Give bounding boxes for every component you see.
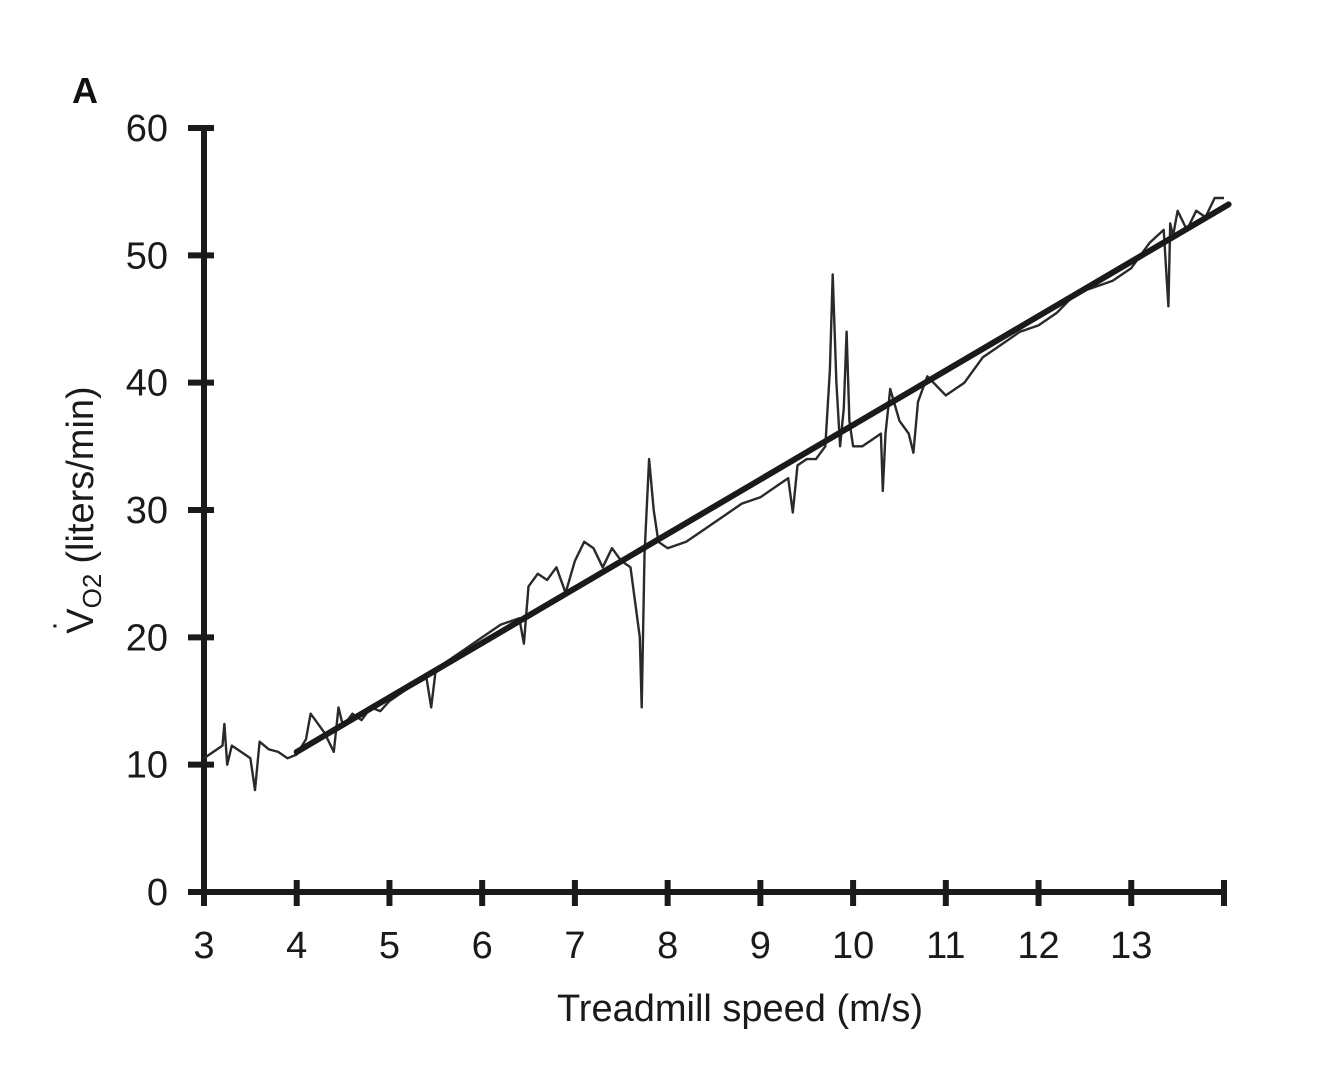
panel-label: A — [72, 70, 98, 111]
x-tick-label-6: 6 — [472, 925, 493, 967]
data-series — [203, 196, 1232, 792]
y-axis-dot: · — [37, 621, 70, 631]
y-axis-subscript: O2 — [77, 574, 107, 609]
x-tick-label-3: 3 — [193, 925, 214, 967]
x-tick-label-12: 12 — [1017, 925, 1059, 967]
y-axis-title: VO2 (liters/min) · — [37, 386, 107, 633]
y-axis-symbol: V — [60, 608, 102, 634]
svg-text:VO2(liters/min): VO2 (liters/min) — [60, 386, 107, 633]
x-tick-label-13: 13 — [1110, 925, 1152, 967]
y-tick-label-10: 10 — [126, 745, 168, 787]
x-axis-ticks: 3 4 5 6 7 8 9 10 11 12 13 — [193, 880, 1152, 967]
x-tick-label-10: 10 — [832, 925, 874, 967]
fit-line — [293, 201, 1232, 755]
y-tick-label-50: 50 — [126, 235, 168, 277]
measured-line — [203, 196, 1224, 792]
y-tick-label-40: 40 — [126, 363, 168, 405]
x-axis-title: Treadmill speed (m/s) — [557, 988, 923, 1030]
x-tick-label-7: 7 — [564, 925, 585, 967]
x-tick-label-8: 8 — [657, 925, 678, 967]
axes — [201, 125, 1227, 906]
y-tick-label-20: 20 — [126, 617, 168, 659]
y-tick-label-0: 0 — [147, 872, 168, 914]
y-axis-units: (liters/min) — [60, 386, 102, 563]
x-tick-label-11: 11 — [926, 925, 965, 967]
y-axis-ticks: 0 10 20 30 40 50 60 — [126, 108, 214, 914]
x-tick-label-9: 9 — [750, 925, 771, 967]
x-tick-label-4: 4 — [286, 925, 307, 967]
y-tick-label-30: 30 — [126, 490, 168, 532]
x-tick-label-5: 5 — [379, 925, 400, 967]
y-tick-label-60: 60 — [126, 108, 168, 150]
